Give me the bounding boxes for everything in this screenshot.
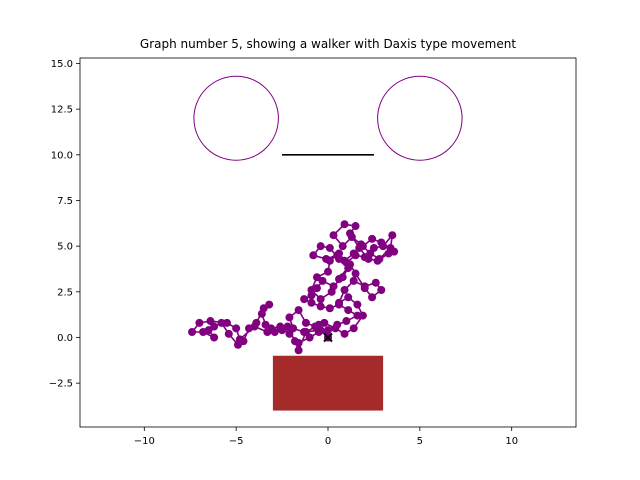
- y-tick-label: 15.0: [51, 59, 73, 70]
- walk-point: [294, 346, 303, 355]
- walk-point: [301, 318, 310, 327]
- walk-point: [206, 317, 215, 326]
- walk-point: [351, 269, 360, 278]
- walk-point: [210, 333, 219, 342]
- walk-point: [285, 313, 294, 322]
- y-axis: −2.5 0.0 2.5 5.0 7.5 10.0 12.5 15.0: [49, 59, 80, 390]
- walk-point: [329, 231, 338, 240]
- eye-circle: [377, 75, 463, 161]
- walk-point: [316, 302, 325, 311]
- walk-point: [283, 322, 292, 331]
- walk-point: [222, 318, 231, 327]
- walk-point: [235, 335, 244, 344]
- walk-point: [188, 328, 197, 337]
- walk-point: [340, 220, 349, 229]
- walk-point: [325, 243, 334, 252]
- walk-point: [316, 295, 325, 304]
- x-tick-label: −5: [229, 436, 244, 447]
- walk-point: [344, 293, 353, 302]
- walk-point: [232, 324, 241, 333]
- walk-point: [195, 318, 204, 327]
- walk-point: [346, 229, 355, 238]
- walk-point: [285, 329, 294, 338]
- walk-point: [217, 318, 226, 327]
- walk-point: [318, 276, 327, 285]
- y-tick-label: 5.0: [57, 242, 73, 253]
- start-x-marker: [323, 332, 333, 343]
- walk-point: [261, 320, 270, 329]
- walk-point: [290, 337, 299, 346]
- walk-point: [259, 304, 268, 313]
- walk-point: [368, 234, 377, 243]
- walk-point: [314, 320, 323, 329]
- obstacle-rectangle: [272, 355, 384, 411]
- walk-point: [324, 267, 332, 276]
- walk-point: [199, 328, 208, 337]
- walk-point: [353, 311, 362, 320]
- walk-point: [349, 276, 358, 285]
- walk-point: [324, 326, 332, 335]
- walk-point: [342, 317, 351, 326]
- x-axis: −10 −5 0 5 10: [134, 427, 518, 447]
- walk-point: [349, 324, 358, 333]
- walk-point: [344, 264, 353, 273]
- walk-point: [358, 242, 367, 251]
- walk-point: [325, 304, 334, 313]
- walk-point: [364, 254, 373, 263]
- walk-point: [351, 222, 360, 231]
- walk-point: [316, 242, 325, 251]
- plot-content: [188, 75, 463, 411]
- walk-point: [300, 295, 309, 304]
- walk-point: [250, 322, 259, 331]
- walk-point: [358, 311, 367, 320]
- walk-point: [390, 247, 399, 256]
- x-tick-label: 0: [325, 436, 331, 447]
- walk-point: [312, 284, 321, 293]
- y-tick-label: 7.5: [57, 196, 73, 207]
- walk-point: [301, 328, 310, 337]
- walk-point: [338, 242, 347, 251]
- x-tick-label: 10: [505, 436, 518, 447]
- eye-circle: [193, 75, 279, 161]
- walk-point: [322, 254, 331, 263]
- walk-point: [353, 300, 362, 309]
- walk-point: [314, 328, 323, 337]
- walk-point: [309, 251, 318, 260]
- x-tick-label: 5: [417, 436, 423, 447]
- walk-point: [371, 278, 380, 287]
- walk-point: [368, 293, 377, 302]
- walk-point: [307, 291, 316, 300]
- walk-point: [388, 231, 397, 240]
- chart-title: Graph number 5, showing a walker with Da…: [140, 37, 516, 51]
- walk-point: [349, 249, 358, 258]
- walk-point: [329, 282, 338, 291]
- walk-point: [270, 328, 279, 337]
- y-tick-label: 0.0: [57, 333, 73, 344]
- walk-point: [360, 284, 369, 293]
- walk-point: [338, 273, 347, 282]
- walk-point: [335, 254, 344, 263]
- walk-point: [333, 320, 342, 329]
- walk-point: [377, 238, 386, 247]
- walk-point: [344, 306, 353, 315]
- walk-point: [340, 329, 349, 338]
- y-tick-label: 2.5: [57, 287, 73, 298]
- y-tick-label: −2.5: [49, 379, 73, 390]
- y-tick-label: 10.0: [51, 150, 73, 161]
- walk-point: [263, 328, 272, 337]
- y-tick-label: 12.5: [51, 105, 73, 116]
- walk-point: [340, 285, 349, 294]
- start-x-stroke: [323, 332, 333, 343]
- x-tick-label: −10: [134, 436, 155, 447]
- walk-point: [294, 306, 303, 315]
- walk-point: [373, 256, 382, 265]
- walk-point: [307, 298, 316, 307]
- walk-point: [377, 285, 386, 294]
- walk-point: [224, 329, 233, 338]
- walk-point: [335, 300, 344, 309]
